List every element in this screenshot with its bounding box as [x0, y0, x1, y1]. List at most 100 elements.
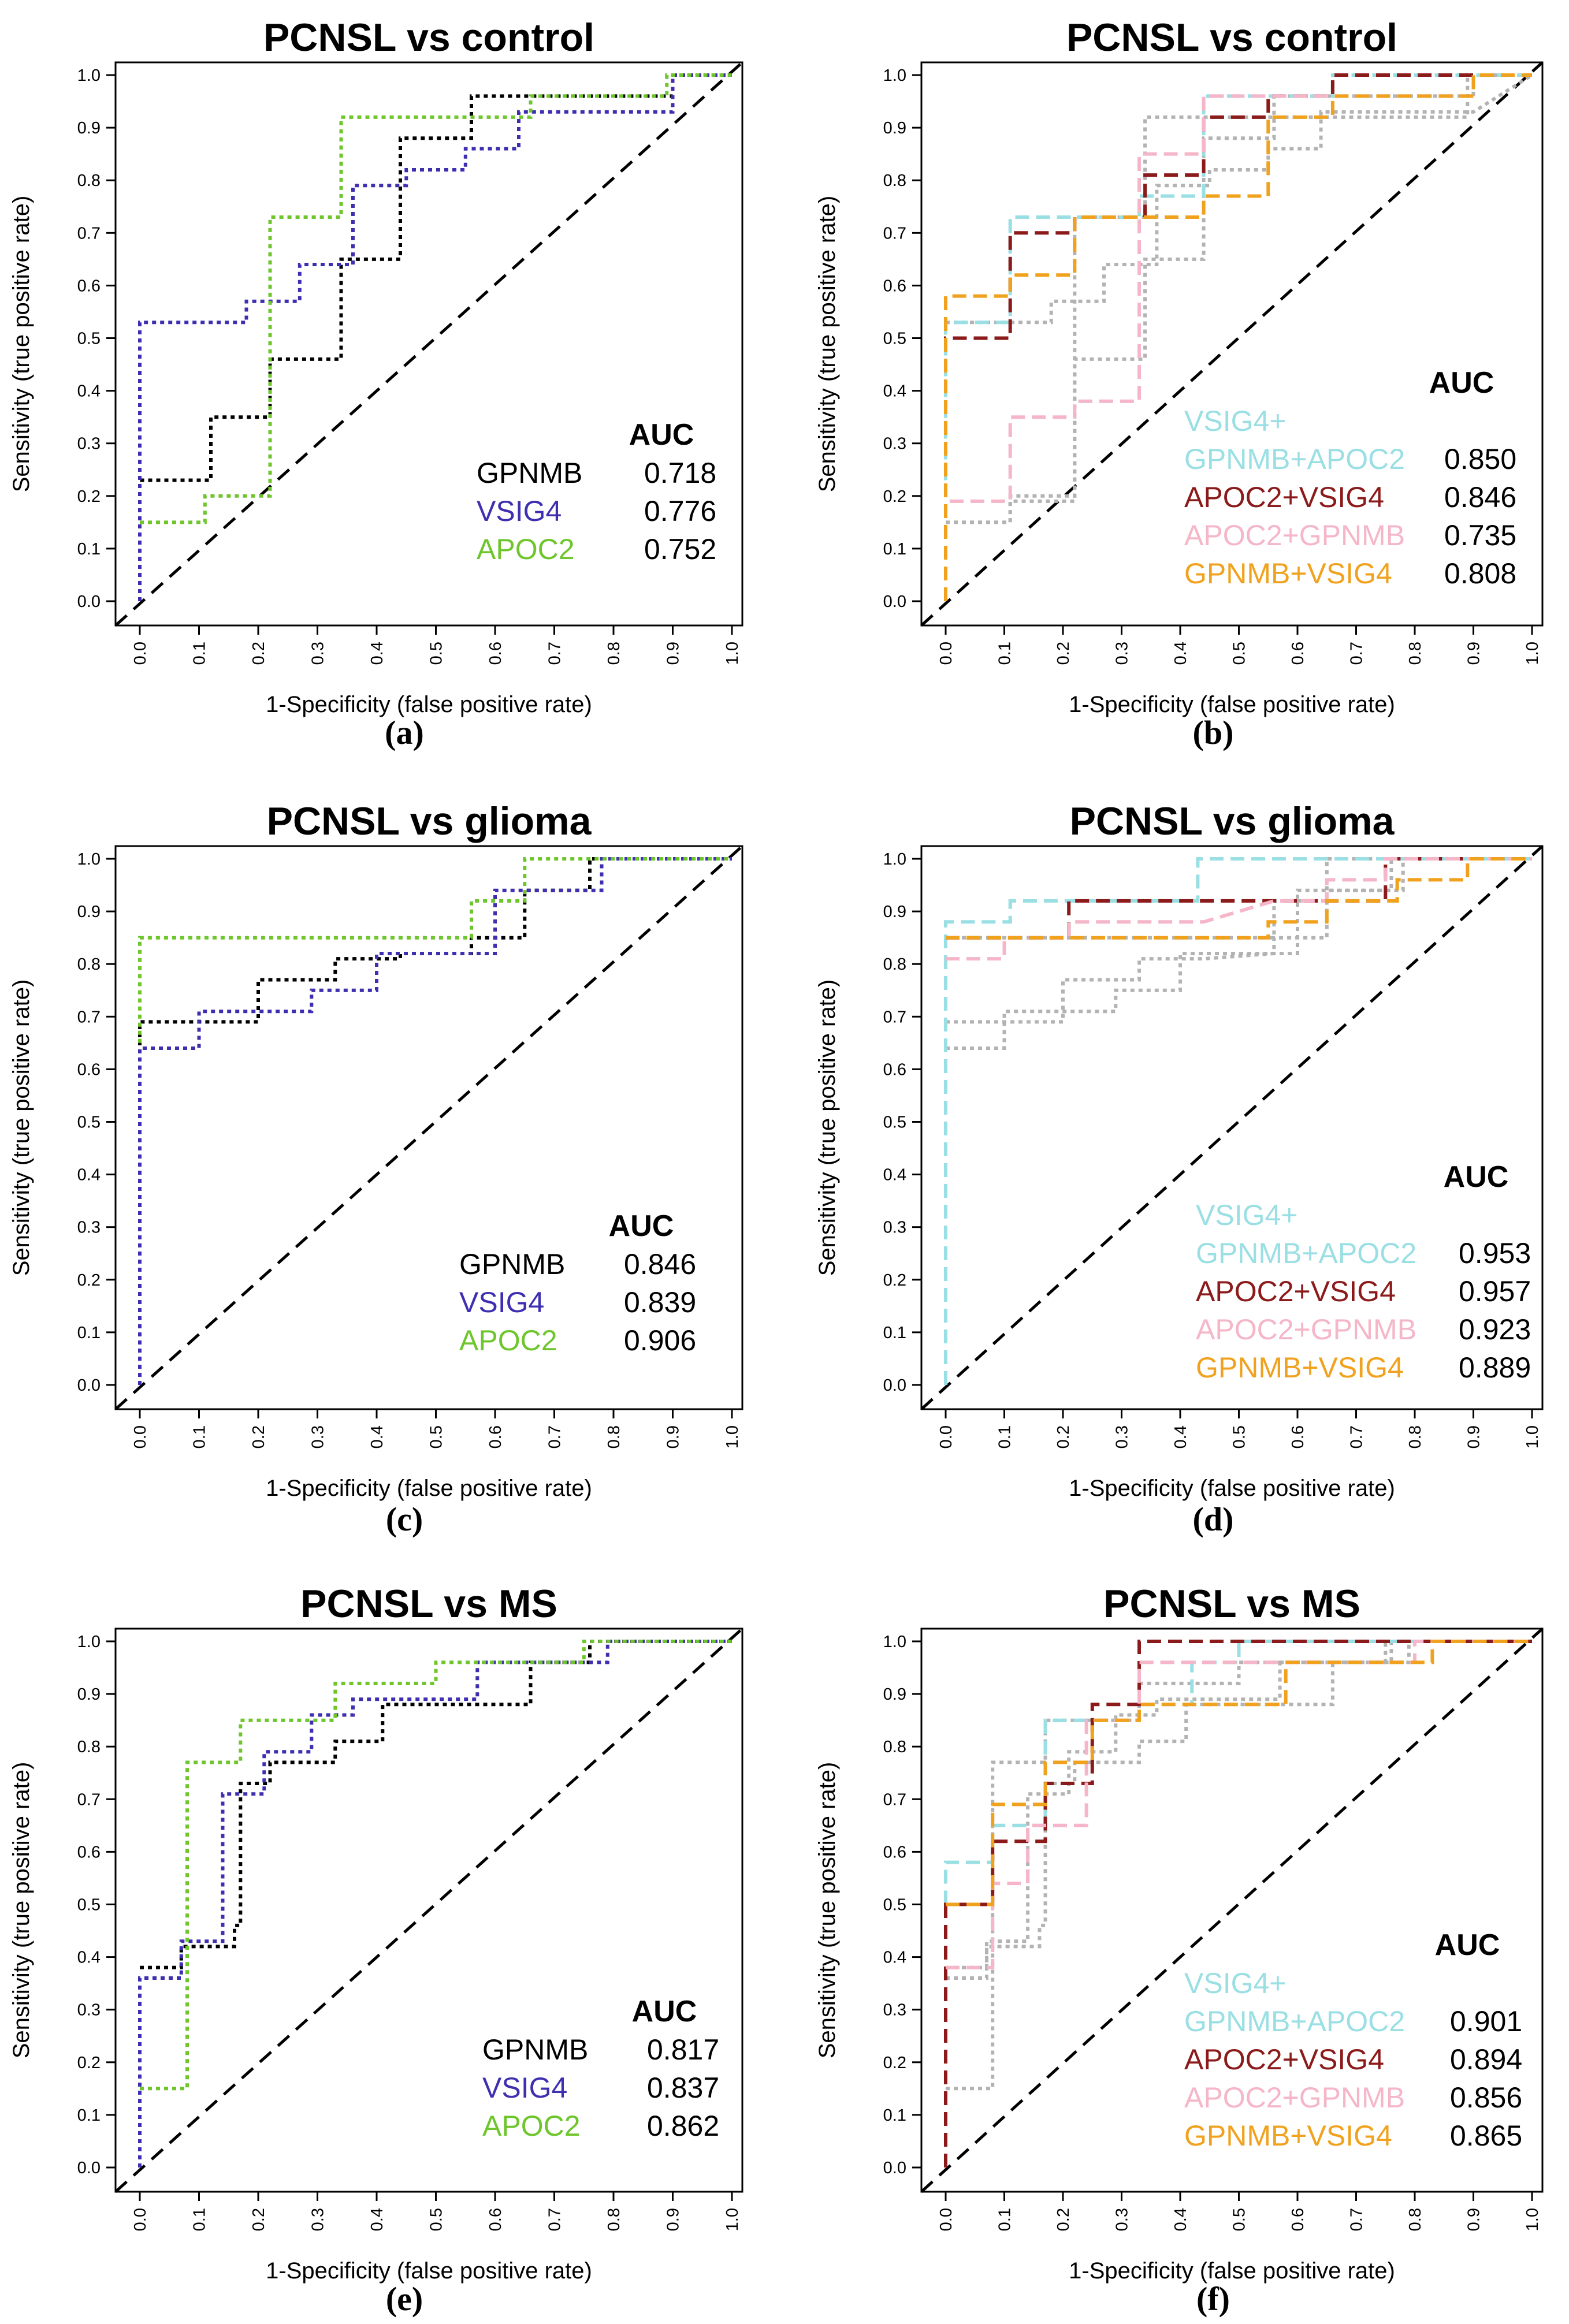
x-tick-label: 0.9	[664, 1425, 683, 1448]
x-tick-label: 0.8	[605, 642, 623, 665]
legend-label: GPNMB+VSIG4	[1184, 2120, 1392, 2152]
legend-label: APOC2	[477, 533, 575, 565]
y-tick-label: 0.7	[77, 1008, 101, 1026]
x-tick-label: 0.8	[605, 2208, 623, 2231]
auc-header: AUC	[609, 1209, 674, 1243]
chance-diagonal	[114, 61, 743, 627]
legend-auc-value: 0.957	[1459, 1275, 1531, 1308]
x-tick-label: 1.0	[723, 2208, 742, 2231]
y-tick-label: 0.1	[883, 2106, 906, 2125]
x-tick-label: 0.3	[309, 2208, 328, 2231]
legend-label: GPNMB+APOC2	[1184, 443, 1405, 475]
roc-curve-apoc2-vsig4	[946, 857, 1532, 940]
plot-frame	[114, 61, 743, 627]
auc-header: AUC	[1435, 1928, 1500, 1962]
plot-frame	[114, 845, 743, 1410]
legend-label: GPNMB+APOC2	[1184, 2005, 1405, 2038]
x-tick-label: 1.0	[723, 1425, 742, 1448]
x-tick-label: 0.5	[427, 2208, 446, 2231]
x-tick-label: 0.9	[1465, 1425, 1484, 1448]
x-axis-label: 1-Specificity (false positive rate)	[1069, 1476, 1395, 1501]
x-tick-label: 0.2	[1054, 1425, 1073, 1448]
legend-auc-value: 0.837	[647, 2072, 719, 2104]
chance-diagonal	[920, 61, 1544, 627]
x-tick-label: 1.0	[1523, 2208, 1542, 2231]
legend-label: APOC2+VSIG4	[1184, 2043, 1384, 2076]
y-tick-label: 0.8	[883, 1738, 906, 1756]
y-tick-label: 0.1	[77, 2106, 101, 2125]
x-tick-label: 0.3	[309, 1425, 328, 1448]
y-tick-label: 0.7	[883, 1008, 906, 1026]
x-tick-label: 0.1	[191, 642, 209, 665]
x-axis-label: 1-Specificity (false positive rate)	[266, 1476, 592, 1501]
panel-caption: (d)	[1193, 1500, 1234, 1538]
legend-auc-value: 0.862	[647, 2110, 719, 2142]
x-tick-label: 0.4	[368, 642, 386, 665]
legend-label: VSIG4	[482, 2072, 567, 2104]
y-tick-label: 0.3	[77, 2001, 101, 2020]
y-axis-label: Sensitivity (true positive rate)	[815, 1762, 840, 2059]
y-tick-label: 0.5	[883, 330, 906, 348]
x-tick-label: 0.7	[1348, 642, 1366, 665]
legend-auc-value: 0.906	[624, 1324, 696, 1357]
x-tick-label: 0.3	[1113, 642, 1132, 665]
x-tick-label: 0.6	[1289, 1425, 1307, 1448]
legend-auc-value: 0.846	[1444, 481, 1516, 513]
x-tick-label: 0.7	[1348, 1425, 1366, 1448]
chance-diagonal	[114, 845, 743, 1410]
y-axis-label: Sensitivity (true positive rate)	[9, 1762, 34, 2059]
x-tick-label: 1.0	[723, 642, 742, 665]
x-tick-label: 0.3	[1113, 2208, 1132, 2231]
legend-label: APOC2+VSIG4	[1196, 1275, 1396, 1308]
x-tick-label: 0.7	[546, 642, 564, 665]
plot-frame	[920, 845, 1544, 1410]
x-tick-label: 0.2	[250, 2208, 268, 2231]
y-tick-label: 0.4	[77, 1166, 101, 1185]
auc-header: AUC	[632, 1995, 697, 2028]
chance-diagonal	[114, 1627, 743, 2193]
y-tick-label: 0.3	[77, 435, 101, 453]
y-tick-label: 0.1	[77, 1324, 101, 1342]
y-tick-label: 0.3	[883, 1219, 906, 1237]
roc-curve-vsig4	[138, 73, 732, 601]
chart-title: PCNSL vs MS	[300, 1582, 557, 1626]
y-tick-label: 0.9	[883, 1685, 906, 1704]
y-tick-label: 0.5	[77, 1113, 101, 1132]
x-tick-label: 0.2	[1054, 642, 1073, 665]
x-tick-label: 0.3	[309, 642, 328, 665]
legend-label: APOC2+VSIG4	[1184, 481, 1384, 513]
y-tick-label: 0.2	[77, 487, 101, 506]
x-tick-label: 0.0	[937, 642, 955, 665]
legend-label: APOC2+GPNMB	[1196, 1313, 1416, 1346]
y-tick-label: 0.6	[883, 1060, 906, 1079]
panel-caption: (b)	[1193, 714, 1234, 751]
y-tick-label: 0.2	[883, 1271, 906, 1290]
roc-panel-f: PCNSL vs MS 0.0 0.0 0.1 0.1 0.2 0.2 0.3 0.3 0.4 0.…	[815, 1582, 1544, 2318]
y-tick-label: 0.5	[883, 1896, 906, 1915]
panel-caption: (f)	[1196, 2280, 1230, 2318]
x-tick-label: 0.6	[1289, 642, 1307, 665]
panel-caption: (a)	[385, 714, 424, 751]
x-tick-label: 0.0	[937, 2208, 955, 2231]
x-tick-label: 0.2	[1054, 2208, 1073, 2231]
roc-curve-vsig4	[138, 857, 732, 1385]
y-tick-label: 0.0	[77, 593, 101, 611]
legend-label: GPNMB+VSIG4	[1196, 1351, 1404, 1384]
legend-auc-value: 0.889	[1459, 1351, 1531, 1384]
legend-auc-value: 0.846	[624, 1248, 696, 1280]
x-tick-label: 1.0	[1523, 642, 1542, 665]
legend-label: APOC2+GPNMB	[1184, 2081, 1405, 2114]
legend-label: VSIG4	[459, 1286, 544, 1319]
roc-curve-apoc2-gpnmb	[946, 857, 1532, 961]
y-tick-label: 0.7	[77, 1790, 101, 1809]
y-tick-label: 0.3	[77, 1219, 101, 1237]
legend-auc-value: 0.953	[1459, 1237, 1531, 1269]
x-tick-label: 0.1	[191, 2208, 209, 2231]
roc-panel-a: PCNSL vs control 0.0 0.0 0.1 0.1 0.2 0.2 0.3 0.3…	[9, 16, 743, 751]
roc-curve-apoc2-vsig4	[944, 73, 1532, 601]
chart-title: PCNSL vs control	[263, 16, 594, 59]
roc-panel-b: PCNSL vs control 0.0 0.0 0.1 0.1 0.2 0.2 0.3 0.3…	[815, 16, 1544, 751]
roc-curve-apoc2	[140, 73, 732, 524]
legend-auc-value: 0.817	[647, 2034, 719, 2066]
y-tick-label: 0.8	[77, 1738, 101, 1756]
